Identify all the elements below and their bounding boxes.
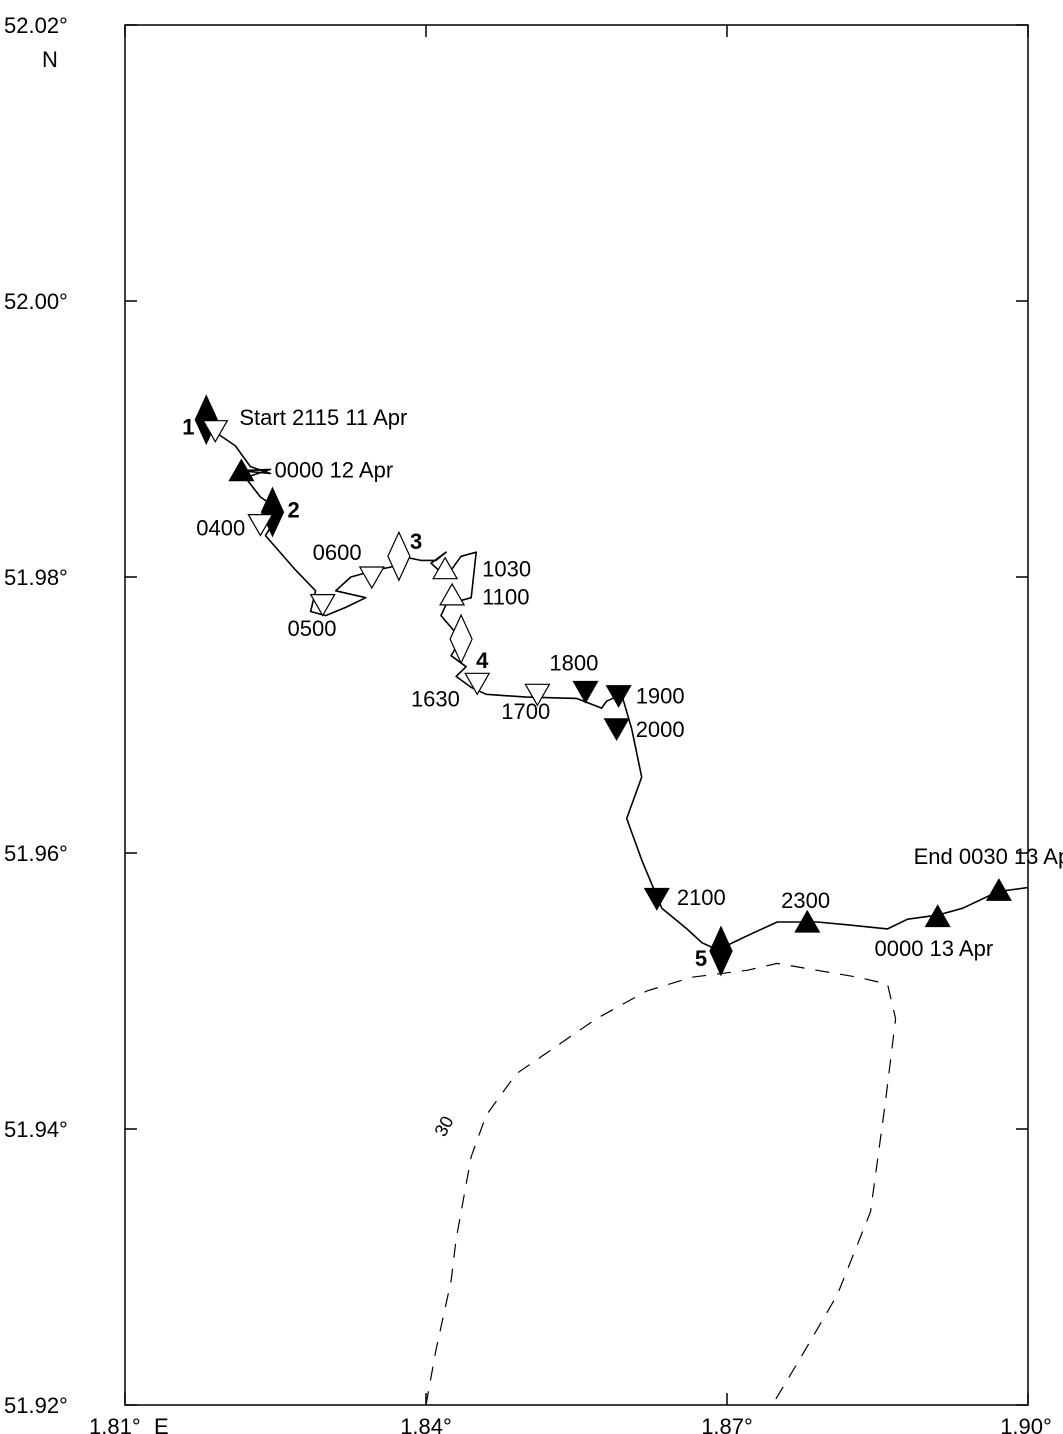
point-label: Start 2115 11 Apr xyxy=(239,405,407,430)
point-label: 0000 12 Apr xyxy=(274,457,393,482)
triangle-down-marker xyxy=(524,683,551,707)
point-label: 1100 xyxy=(482,584,529,609)
triangle-down-marker xyxy=(643,887,670,911)
station-number: 4 xyxy=(476,648,489,673)
x-tick-label: 1.84° xyxy=(400,1414,452,1434)
point-label: 0500 xyxy=(288,616,337,641)
plot-frame xyxy=(124,24,1029,1406)
y-axis-hemisphere-label: N xyxy=(42,47,58,72)
triangle-down-marker xyxy=(464,672,491,696)
point-label: 1630 xyxy=(411,686,460,711)
triangle-down-marker xyxy=(247,513,274,537)
triangle-down-marker xyxy=(603,718,630,742)
point-label: 2000 xyxy=(636,717,685,742)
triangle-up-marker xyxy=(985,878,1012,901)
depth-contour-line xyxy=(425,962,897,1406)
triangle-up-marker xyxy=(794,909,821,933)
triangle-up-marker xyxy=(432,556,459,580)
point-label: 0000 13 Apr xyxy=(874,936,993,961)
annotation-layer: Start 2115 11 Apr 0000 12 Apr 0400 0600 0500… xyxy=(196,405,1063,961)
axis-layer: 1.81° E 1.84° 1.87° 1.90° 51.92° 51.94° 51.96° 5… xyxy=(4,13,1052,1434)
x-axis-hemisphere-label: E xyxy=(154,1414,169,1434)
contour-layer: 30 xyxy=(425,962,897,1406)
drift-track-line xyxy=(204,417,1029,951)
contour-label-mask xyxy=(425,1106,460,1144)
y-tick-label: 51.94° xyxy=(4,1117,68,1142)
y-tick-label: 51.98° xyxy=(4,565,68,590)
triangle-down-marker xyxy=(572,680,599,704)
triangle-down-marker xyxy=(605,685,632,708)
station-number: 3 xyxy=(410,529,422,554)
station-number: 5 xyxy=(695,946,707,971)
diamond-marker xyxy=(387,530,411,582)
track-layer xyxy=(204,417,1029,951)
point-label: 1800 xyxy=(549,651,598,676)
point-label: 1900 xyxy=(636,684,685,709)
point-label: 2300 xyxy=(781,888,830,913)
triangle-down-marker xyxy=(202,420,229,443)
x-tick-label: 1.90° xyxy=(1000,1414,1052,1434)
marker-layer xyxy=(194,394,1012,977)
station-layer: 1 2 3 4 5 xyxy=(182,415,707,971)
station-number: 1 xyxy=(182,415,194,440)
triangle-down-marker xyxy=(309,593,336,617)
triangle-up-marker xyxy=(924,904,951,928)
point-label: End 0030 13 Apr xyxy=(914,844,1063,869)
point-label: 2100 xyxy=(677,885,726,910)
y-tick-label: 52.00° xyxy=(4,289,68,314)
point-label: 0600 xyxy=(313,540,362,565)
y-tick-label: 52.02° xyxy=(4,13,68,38)
point-label: 1700 xyxy=(501,699,550,724)
triangle-down-marker xyxy=(358,566,385,590)
diamond-marker xyxy=(449,613,473,665)
triangle-up-marker xyxy=(228,458,255,482)
point-label: 0400 xyxy=(196,515,245,540)
point-label: 1030 xyxy=(482,557,531,582)
y-tick-label: 51.96° xyxy=(4,841,68,866)
x-tick-label: 1.81° xyxy=(89,1414,141,1434)
y-tick-label: 51.92° xyxy=(4,1393,68,1418)
station-number: 2 xyxy=(288,497,300,522)
triangle-up-marker xyxy=(439,582,466,606)
x-tick-label: 1.87° xyxy=(701,1414,753,1434)
diamond-marker xyxy=(709,925,733,977)
